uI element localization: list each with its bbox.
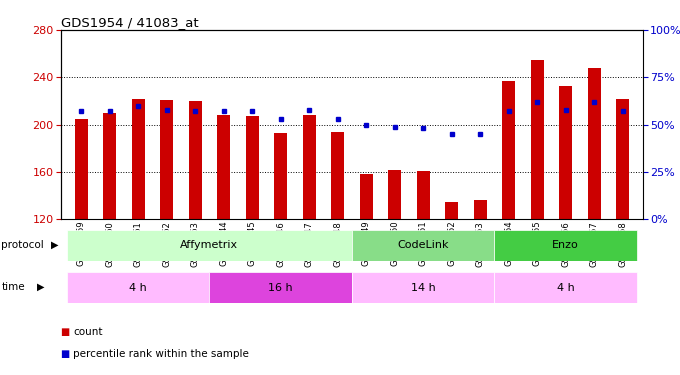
Bar xyxy=(67,230,352,261)
Text: ■: ■ xyxy=(61,350,73,359)
Bar xyxy=(559,86,572,219)
Bar xyxy=(352,230,494,261)
Bar xyxy=(245,116,258,219)
Bar xyxy=(103,113,116,219)
Text: GDS1954 / 41083_at: GDS1954 / 41083_at xyxy=(61,16,199,29)
Bar xyxy=(360,174,373,219)
Bar xyxy=(132,99,145,219)
Text: 4 h: 4 h xyxy=(129,283,147,292)
Text: ▶: ▶ xyxy=(37,282,44,292)
Text: Affymetrix: Affymetrix xyxy=(180,240,239,250)
Text: ▶: ▶ xyxy=(51,240,58,249)
Bar xyxy=(189,101,201,219)
Bar xyxy=(474,200,487,219)
Bar xyxy=(160,100,173,219)
Bar xyxy=(503,81,515,219)
Bar xyxy=(530,60,543,219)
Bar xyxy=(445,202,458,219)
Bar xyxy=(352,272,494,303)
Text: ■: ■ xyxy=(61,327,73,337)
Text: 16 h: 16 h xyxy=(269,283,293,292)
Bar xyxy=(75,119,88,219)
Bar xyxy=(209,272,352,303)
Text: percentile rank within the sample: percentile rank within the sample xyxy=(73,350,250,359)
Text: CodeLink: CodeLink xyxy=(397,240,449,250)
Bar xyxy=(616,99,629,219)
Bar xyxy=(67,272,209,303)
Text: count: count xyxy=(73,327,103,337)
Text: protocol: protocol xyxy=(1,240,44,249)
Bar xyxy=(417,171,430,219)
Bar xyxy=(274,133,287,219)
Bar xyxy=(217,115,230,219)
Text: 4 h: 4 h xyxy=(557,283,575,292)
Bar xyxy=(388,170,401,219)
Bar xyxy=(494,272,637,303)
Bar xyxy=(494,230,637,261)
Bar xyxy=(588,68,600,219)
Bar xyxy=(303,115,316,219)
Text: time: time xyxy=(1,282,25,292)
Text: 14 h: 14 h xyxy=(411,283,435,292)
Bar xyxy=(331,132,344,219)
Text: Enzo: Enzo xyxy=(552,240,579,250)
